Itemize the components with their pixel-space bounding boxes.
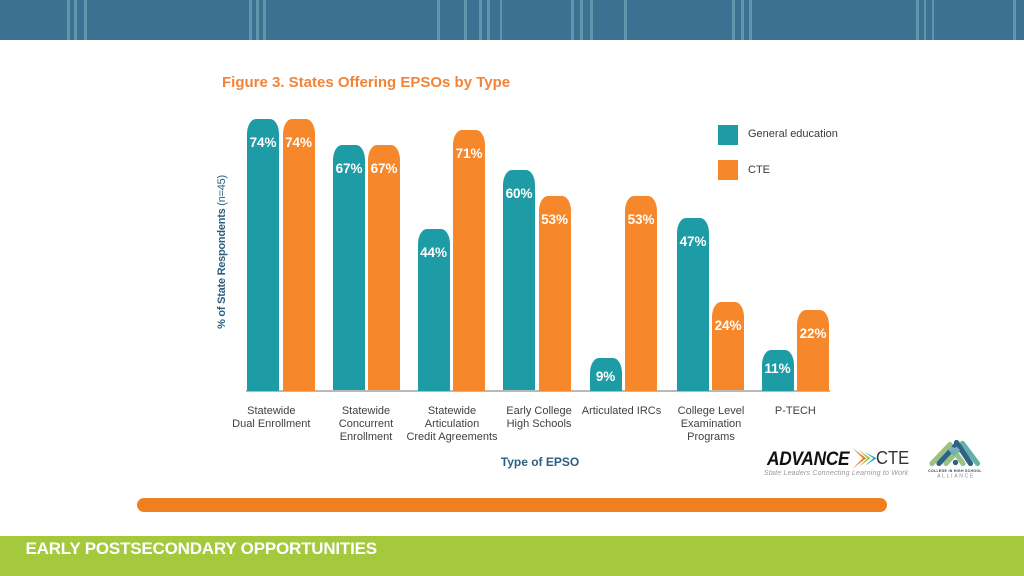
svg-text:ALLIANCE: ALLIANCE	[937, 474, 975, 480]
svg-text:COLLEGE IN HIGH SCHOOL: COLLEGE IN HIGH SCHOOL	[928, 469, 982, 473]
